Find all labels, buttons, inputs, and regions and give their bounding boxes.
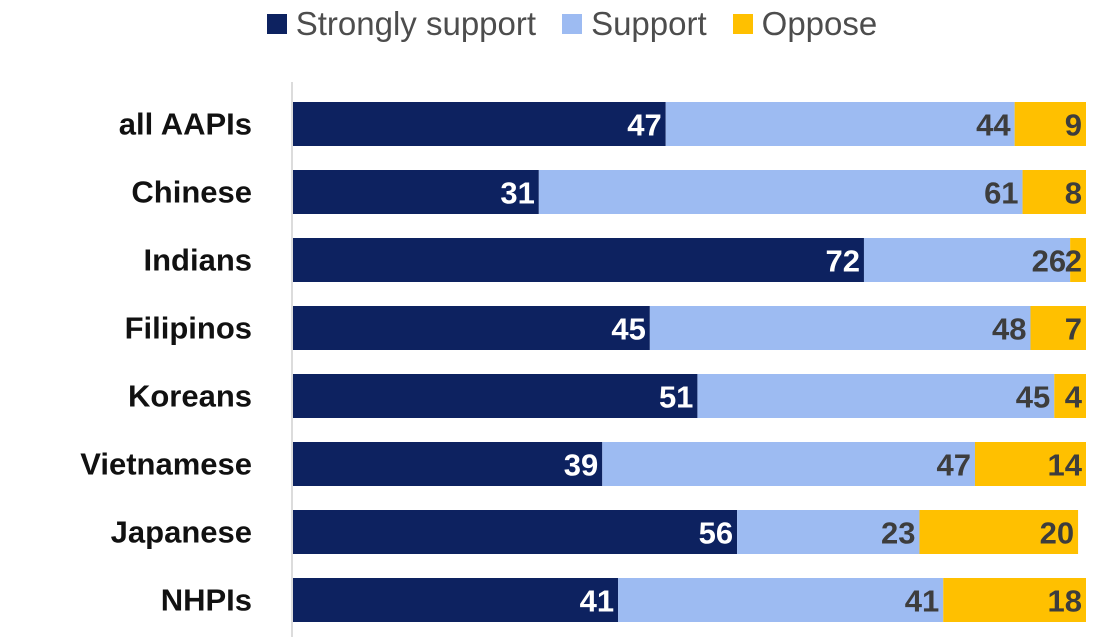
category-label-nhpis: NHPIs: [161, 583, 252, 618]
bar-oppose-all-aapis: [1014, 102, 1086, 146]
legend-item-support: Support: [562, 5, 707, 43]
value-label-strongly-support-koreans: 51: [659, 380, 693, 415]
value-label-strongly-support-chinese: 31: [500, 176, 534, 211]
legend-item-oppose: Oppose: [732, 5, 878, 43]
value-label-support-japanese: 23: [881, 516, 915, 551]
bar-support-all-aapis: [665, 102, 1015, 146]
value-label-oppose-vietnamese: 14: [1048, 448, 1083, 483]
legend-swatch-strongly-support: [266, 14, 287, 34]
bar-strongly-support-japanese: [293, 510, 738, 554]
value-label-oppose-koreans: 4: [1065, 380, 1083, 415]
value-label-oppose-japanese: 20: [1040, 516, 1074, 551]
value-label-oppose-chinese: 8: [1065, 176, 1082, 211]
bar-oppose-nhpis: [943, 578, 1086, 622]
bar-strongly-support-chinese: [293, 170, 539, 214]
category-label-koreans: Koreans: [128, 379, 252, 414]
legend-label-oppose: Oppose: [761, 5, 878, 42]
bar-strongly-support-koreans: [293, 374, 698, 418]
value-label-strongly-support-japanese: 56: [699, 516, 733, 551]
category-label-filipinos: Filipinos: [125, 311, 252, 346]
bar-strongly-support-filipinos: [293, 306, 650, 350]
value-label-oppose-nhpis: 18: [1048, 584, 1082, 619]
bar-support-vietnamese: [602, 442, 975, 486]
bar-strongly-support-vietnamese: [293, 442, 603, 486]
value-label-strongly-support-nhpis: 41: [580, 584, 614, 619]
value-label-strongly-support-vietnamese: 39: [564, 448, 598, 483]
bar-strongly-support-all-aapis: [293, 102, 666, 146]
category-label-vietnamese: Vietnamese: [80, 447, 252, 482]
value-label-oppose-filipinos: 7: [1065, 312, 1082, 347]
bar-support-japanese: [737, 510, 920, 554]
value-label-strongly-support-indians: 72: [825, 244, 859, 279]
bar-oppose-koreans: [1054, 374, 1086, 418]
legend-label-support: Support: [591, 5, 707, 42]
bar-strongly-support-nhpis: [293, 578, 619, 622]
bar-oppose-chinese: [1022, 170, 1086, 214]
value-label-support-chinese: 61: [984, 176, 1018, 211]
category-label-all-aapis: all AAPIs: [119, 107, 252, 142]
bar-oppose-indians: [1070, 238, 1086, 282]
bar-strongly-support-indians: [293, 238, 864, 282]
legend-item-strongly-support: Strongly support: [266, 5, 537, 43]
value-label-oppose-indians: 2: [1065, 244, 1082, 279]
value-label-strongly-support-all-aapis: 47: [627, 108, 661, 143]
value-label-support-filipinos: 48: [992, 312, 1026, 347]
bar-support-indians: [863, 238, 1071, 282]
bar-support-chinese: [538, 170, 1023, 214]
bar-oppose-vietnamese: [974, 442, 1086, 486]
bar-support-koreans: [697, 374, 1055, 418]
category-label-chinese: Chinese: [131, 175, 252, 210]
bar-oppose-filipinos: [1030, 306, 1086, 350]
value-label-support-nhpis: 41: [905, 584, 939, 619]
legend-swatch-support: [562, 14, 583, 34]
legend-swatch-oppose: [732, 14, 753, 34]
value-label-support-all-aapis: 44: [976, 108, 1011, 143]
value-label-support-vietnamese: 47: [936, 448, 970, 483]
value-label-support-koreans: 45: [1016, 380, 1050, 415]
value-label-support-indians: 26: [1032, 244, 1066, 279]
chart-legend: Strongly support Support Oppose: [0, 2, 1104, 46]
value-label-strongly-support-filipinos: 45: [611, 312, 645, 347]
value-label-oppose-all-aapis: 9: [1065, 108, 1082, 143]
legend-label-strongly-support: Strongly support: [295, 5, 537, 42]
bar-support-nhpis: [618, 578, 944, 622]
bar-oppose-japanese: [919, 510, 1079, 554]
category-label-indians: Indians: [143, 243, 252, 278]
category-label-japanese: Japanese: [111, 515, 252, 550]
bar-support-filipinos: [649, 306, 1031, 350]
